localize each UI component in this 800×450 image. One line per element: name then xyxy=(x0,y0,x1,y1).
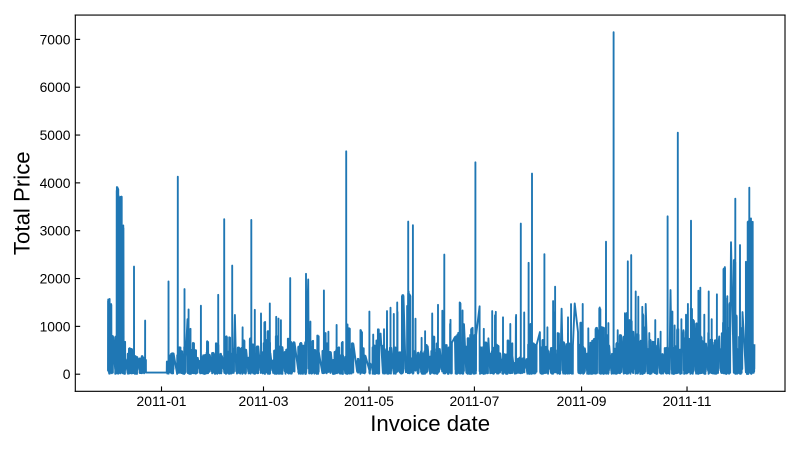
svg-text:7000: 7000 xyxy=(40,31,71,47)
svg-text:3000: 3000 xyxy=(40,223,71,239)
svg-text:0: 0 xyxy=(63,366,71,382)
svg-text:2011-03: 2011-03 xyxy=(239,393,289,409)
svg-text:5000: 5000 xyxy=(40,127,71,143)
svg-text:Invoice date: Invoice date xyxy=(370,411,490,436)
svg-text:4000: 4000 xyxy=(40,175,71,191)
svg-text:2011-09: 2011-09 xyxy=(557,393,607,409)
svg-text:6000: 6000 xyxy=(40,79,71,95)
svg-text:Total Price: Total Price xyxy=(9,151,34,255)
svg-text:2000: 2000 xyxy=(40,271,71,287)
svg-text:2011-11: 2011-11 xyxy=(663,393,712,409)
svg-text:1000: 1000 xyxy=(40,318,71,334)
svg-text:2011-05: 2011-05 xyxy=(344,393,394,409)
svg-text:2011-01: 2011-01 xyxy=(137,393,187,409)
svg-text:2011-07: 2011-07 xyxy=(449,393,499,409)
